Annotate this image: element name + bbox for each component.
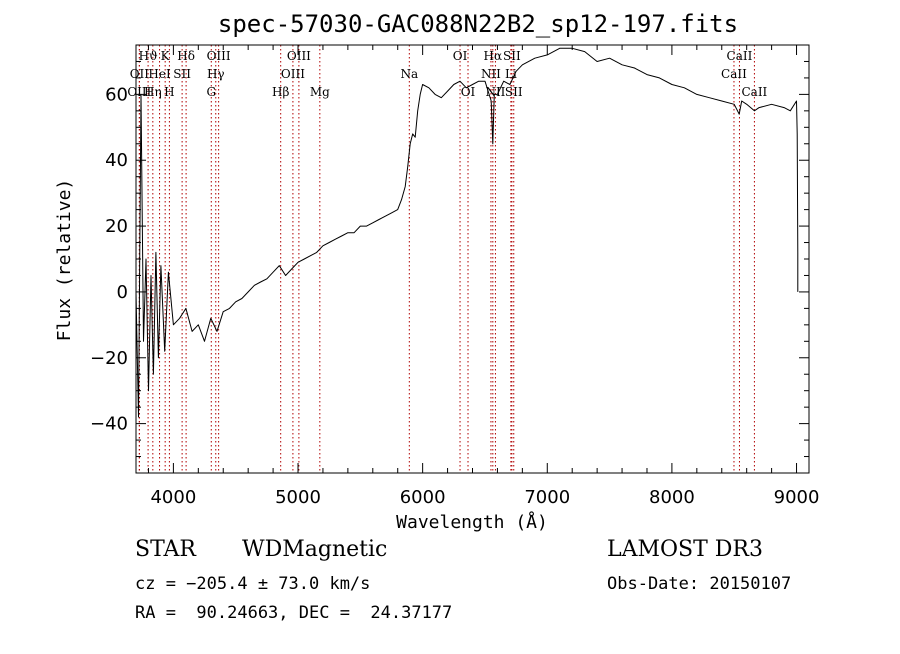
y-tick-label: −20 [90, 348, 128, 369]
line-marker-label-19: Hα [484, 49, 503, 63]
line-marker-label-1: OII [130, 67, 150, 81]
x-axis-ticks: 4000 5000 6000 7000 8000 9000 [147, 45, 820, 508]
line-marker-label-25: CaII [727, 49, 753, 63]
survey-name: LAMOST DR3 [607, 537, 763, 562]
line-marker-label-12: OIII [287, 49, 311, 63]
line-marker-label-14: Hβ [272, 85, 289, 99]
line-marker-label-5: K [161, 49, 171, 63]
y-tick-label: 0 [117, 282, 128, 303]
object-subclass: WDMagnetic [242, 537, 388, 562]
object-class: STAR [135, 537, 196, 562]
line-marker-label-9: OIII [207, 49, 231, 63]
line-marker-label-26: CaII [721, 67, 747, 81]
line-marker-label-0: Hϑ [139, 49, 158, 63]
line-marker-label-6: SII [173, 67, 191, 81]
line-marker-label-22: Li [505, 67, 517, 81]
spectrum-series [135, 47, 799, 418]
line-marker-label-3: HeI [148, 67, 171, 81]
x-tick-label: 8000 [649, 487, 695, 508]
line-marker-label-27: CaII [741, 85, 767, 99]
x-tick-label: 5000 [275, 487, 321, 508]
line-marker-label-4: Hη [144, 85, 162, 99]
line-marker-label-13: OIII [281, 67, 305, 81]
coordinates: RA = 90.24663, DEC = 24.37177 [135, 603, 453, 623]
spectrum-line [135, 47, 799, 418]
line-marker-label-20: SII [503, 49, 521, 63]
line-marker-label-18: OI [461, 85, 476, 99]
line-marker-label-2: OIII [127, 85, 151, 99]
line-marker-label-11: G [206, 85, 216, 99]
x-tick-label: 6000 [400, 487, 446, 508]
x-axis-label: Wavelength (Å) [396, 511, 548, 533]
chart-title: spec-57030-GAC088N22B2_sp12-197.fits [218, 10, 738, 38]
emission-line-markers [138, 45, 755, 473]
line-marker-label-8: Hδ [177, 49, 195, 63]
x-tick-label: 4000 [150, 487, 196, 508]
line-marker-label-10: Hγ [207, 67, 225, 81]
redshift-value: cz = −205.4 ± 73.0 km/s [135, 574, 371, 594]
y-tick-label: 40 [105, 150, 128, 171]
line-marker-label-24: SII [505, 85, 523, 99]
y-tick-label: 20 [105, 216, 128, 237]
line-marker-label-21: NII [481, 67, 501, 81]
line-marker-label-17: OI [453, 49, 468, 63]
line-marker-label-7: H [164, 85, 174, 99]
y-tick-label: 60 [105, 84, 128, 105]
y-axis-label: Flux (relative) [54, 179, 75, 342]
y-tick-label: −40 [90, 414, 128, 435]
line-marker-label-15: Mg [310, 85, 330, 99]
observation-date: Obs-Date: 20150107 [607, 574, 792, 594]
plot-frame [135, 44, 810, 474]
x-tick-label: 7000 [524, 487, 570, 508]
y-axis-ticks: −40 −20 0 20 40 60 [90, 44, 809, 474]
line-marker-label-16: Na [400, 67, 418, 81]
x-tick-label: 9000 [774, 487, 820, 508]
